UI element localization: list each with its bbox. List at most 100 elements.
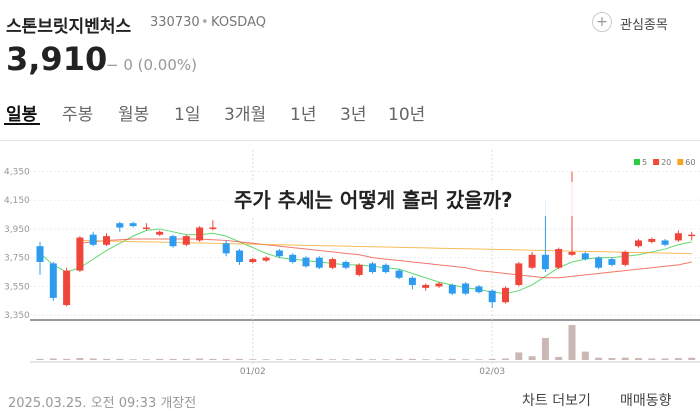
- volume-bar: [222, 358, 230, 360]
- volume-bar: [209, 358, 217, 360]
- volume-bar: [488, 358, 496, 360]
- y-tick-label: 3,350: [4, 311, 30, 321]
- candle-body: [196, 227, 204, 241]
- volume-bar: [103, 358, 110, 360]
- candle-body: [49, 263, 57, 298]
- volume-bar: [182, 358, 190, 360]
- timestamp: 2025.03.25. 오전 09:33 개장전: [8, 396, 197, 411]
- candle-body: [236, 250, 243, 262]
- candle-body: [116, 223, 124, 228]
- volume-bar: [355, 358, 363, 360]
- candle-body: [462, 283, 470, 294]
- more-chart[interactable]: 차트 더보기: [522, 393, 591, 409]
- tab[interactable]: 월봉: [118, 105, 150, 125]
- candle-body: [209, 227, 217, 229]
- candle-body: [674, 233, 682, 241]
- volume-bar: [674, 358, 682, 360]
- tab[interactable]: 주봉: [62, 105, 94, 125]
- watch-button[interactable]: 관심종목: [620, 18, 668, 33]
- candle-body: [395, 270, 403, 278]
- volume-bar: [302, 359, 310, 360]
- candle-body: [422, 284, 430, 288]
- volume-bar: [661, 358, 669, 360]
- volume-bar: [142, 359, 150, 360]
- body: 스톤브릿지벤처스 330730 • KOSDAQ + 관심종목 3,910 − …: [0, 12, 700, 411]
- tab[interactable]: 3년: [340, 105, 367, 125]
- candle-body: [355, 264, 363, 275]
- tab[interactable]: 10년: [388, 105, 426, 125]
- tab[interactable]: 1년: [290, 105, 317, 125]
- volume-bar: [635, 358, 642, 360]
- volume-bar: [608, 358, 616, 360]
- candle-body: [342, 261, 350, 268]
- volume-bar: [688, 357, 696, 360]
- legend-swatch: [634, 159, 640, 165]
- volume-bar: [49, 358, 57, 360]
- x-tick-label: 02/03: [479, 367, 505, 377]
- candle-body: [528, 254, 536, 268]
- candle-body: [103, 236, 110, 245]
- stock-name: 스톤브릿지벤처스: [6, 17, 132, 37]
- volume-bar: [169, 358, 177, 360]
- candle-body: [369, 263, 376, 273]
- candle-body: [515, 263, 523, 285]
- candle-body: [156, 231, 164, 235]
- candle-body: [488, 290, 496, 303]
- legend-label: 20: [661, 158, 671, 167]
- volume-bar: [528, 356, 536, 360]
- tab-underline: [4, 123, 40, 125]
- tab[interactable]: 3개월: [224, 105, 267, 125]
- candle-body: [249, 259, 257, 262]
- annotation: 주가 추세는 어떻게 흘러 갔을까?: [234, 188, 513, 212]
- volume-bar: [621, 357, 629, 360]
- candle-body: [648, 239, 656, 242]
- trading-trend[interactable]: 매매동향: [620, 393, 672, 409]
- candle-body: [142, 227, 150, 229]
- legend-label: 5: [642, 158, 647, 167]
- volume-bar: [581, 351, 589, 360]
- candle-body: [63, 270, 71, 306]
- candle-body: [222, 243, 230, 254]
- volume-bar: [648, 358, 656, 360]
- candle-body: [581, 253, 589, 260]
- candle-body: [262, 257, 270, 261]
- candle-body: [382, 264, 390, 273]
- x-tick-label: 01/02: [240, 367, 266, 377]
- volume-bar: [382, 359, 390, 360]
- watch-icon[interactable]: +: [592, 12, 612, 32]
- volume-bar: [422, 359, 430, 360]
- volume-bar: [275, 359, 283, 360]
- candle-body: [129, 223, 137, 227]
- volume-bar: [156, 358, 164, 360]
- candle-body: [635, 240, 642, 247]
- volume-bar: [408, 358, 416, 360]
- tab[interactable]: 일봉: [6, 105, 38, 125]
- candle-body: [89, 234, 97, 245]
- candle-body: [36, 246, 44, 262]
- volume-bar: [76, 358, 84, 360]
- volume-bar: [262, 359, 270, 360]
- candle-body: [568, 251, 576, 255]
- volume-bar: [435, 359, 443, 360]
- annotation-bg: [230, 182, 608, 216]
- candle-body: [502, 287, 509, 303]
- volume-bar: [541, 337, 549, 360]
- volume-bar: [369, 359, 376, 360]
- volume-bar: [515, 352, 523, 360]
- candle-body: [541, 254, 549, 270]
- y-tick-label: 4,350: [4, 167, 30, 177]
- market: KOSDAQ: [211, 15, 266, 30]
- volume-bar: [595, 357, 603, 360]
- stock-code: 330730: [150, 15, 200, 30]
- candle-body: [315, 257, 323, 268]
- legend-swatch: [677, 159, 684, 165]
- candle-body: [435, 283, 443, 287]
- candle-body: [621, 251, 629, 265]
- candle-body: [448, 284, 456, 294]
- candle-body: [475, 286, 483, 293]
- candle-body: [688, 234, 696, 237]
- volume-bar: [289, 359, 297, 360]
- volume-bar: [329, 359, 337, 360]
- price: 3,910: [6, 40, 108, 78]
- tab[interactable]: 1일: [174, 105, 201, 125]
